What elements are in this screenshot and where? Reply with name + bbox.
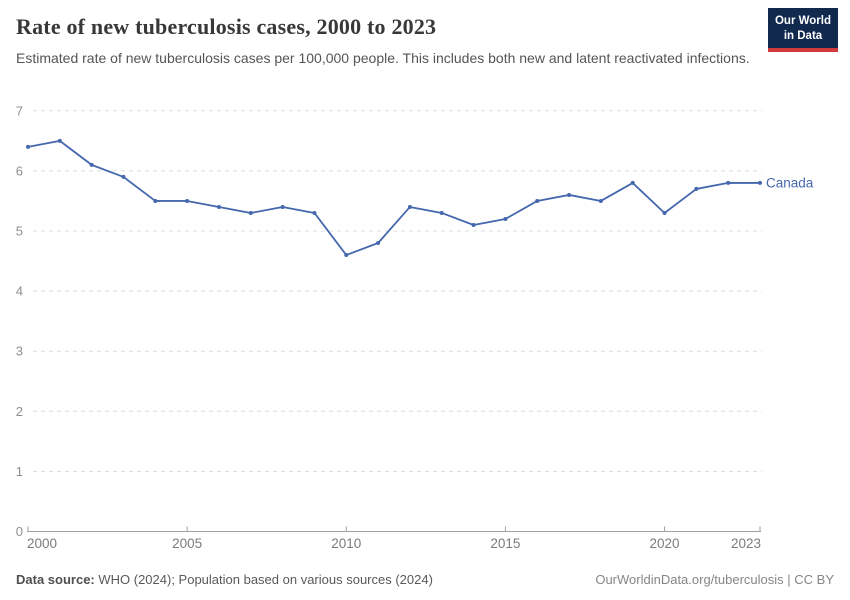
chart-footer: Data source: WHO (2024); Population base… bbox=[16, 572, 834, 587]
data-source-text: WHO (2024); Population based on various … bbox=[94, 572, 433, 587]
data-point[interactable] bbox=[376, 241, 381, 246]
x-axis-tick-label: 2010 bbox=[331, 536, 361, 551]
x-axis-tick-label: 2020 bbox=[649, 536, 679, 551]
data-point[interactable] bbox=[248, 210, 253, 215]
owid-logo[interactable]: Our World in Data bbox=[768, 8, 838, 53]
data-line-canada[interactable] bbox=[27, 139, 761, 256]
data-point[interactable] bbox=[662, 210, 667, 215]
owid-logo-line2: in Data bbox=[783, 29, 823, 42]
data-point[interactable] bbox=[185, 198, 190, 203]
data-point[interactable] bbox=[471, 222, 476, 227]
data-point[interactable] bbox=[407, 204, 412, 209]
chart-subtitle: Estimated rate of new tuberculosis cases… bbox=[16, 50, 750, 66]
data-point[interactable] bbox=[598, 198, 603, 203]
y-axis-tick-label: 3 bbox=[16, 344, 23, 359]
y-axis-tick-label: 2 bbox=[16, 404, 23, 419]
y-axis-tick-label: 1 bbox=[16, 464, 23, 479]
data-point[interactable] bbox=[630, 180, 635, 185]
data-point[interactable] bbox=[153, 198, 158, 203]
data-point[interactable] bbox=[503, 216, 508, 221]
data-point[interactable] bbox=[216, 204, 221, 209]
y-axis-tick-label: 6 bbox=[16, 163, 23, 178]
attribution-link[interactable]: OurWorldinData.org/tuberculosis | CC BY bbox=[595, 572, 834, 587]
data-source-label: Data source: bbox=[16, 572, 95, 587]
data-point[interactable] bbox=[567, 192, 572, 197]
data-point[interactable] bbox=[726, 180, 731, 185]
y-axis-tick-label: 0 bbox=[16, 524, 23, 539]
x-axis-tick-label: 2015 bbox=[490, 536, 520, 551]
chart-header: Rate of new tuberculosis cases, 2000 to … bbox=[16, 14, 834, 67]
data-point[interactable] bbox=[26, 144, 30, 149]
x-axis-tick-label: 2005 bbox=[172, 536, 202, 551]
y-axis-tick-label: 5 bbox=[16, 224, 23, 239]
data-point[interactable] bbox=[758, 180, 762, 185]
data-point[interactable] bbox=[535, 198, 540, 203]
data-point[interactable] bbox=[280, 204, 285, 209]
x-axis-tick-label: 2023 bbox=[731, 536, 761, 551]
series-label: Canada bbox=[766, 175, 814, 190]
x-axis-tick-label: 2000 bbox=[27, 536, 57, 551]
y-axis-tick-label: 7 bbox=[16, 103, 23, 118]
chart-title: Rate of new tuberculosis cases, 2000 to … bbox=[16, 14, 437, 39]
data-point[interactable] bbox=[439, 210, 444, 215]
data-point[interactable] bbox=[344, 253, 349, 258]
data-point[interactable] bbox=[121, 174, 126, 179]
data-point[interactable] bbox=[694, 186, 699, 191]
data-point[interactable] bbox=[312, 210, 317, 215]
data-source: Data source: WHO (2024); Population base… bbox=[16, 572, 433, 587]
data-point[interactable] bbox=[89, 162, 94, 167]
y-axis-tick-label: 4 bbox=[16, 284, 23, 299]
owid-logo-line1: Our World bbox=[774, 15, 831, 27]
data-point[interactable] bbox=[57, 138, 62, 143]
